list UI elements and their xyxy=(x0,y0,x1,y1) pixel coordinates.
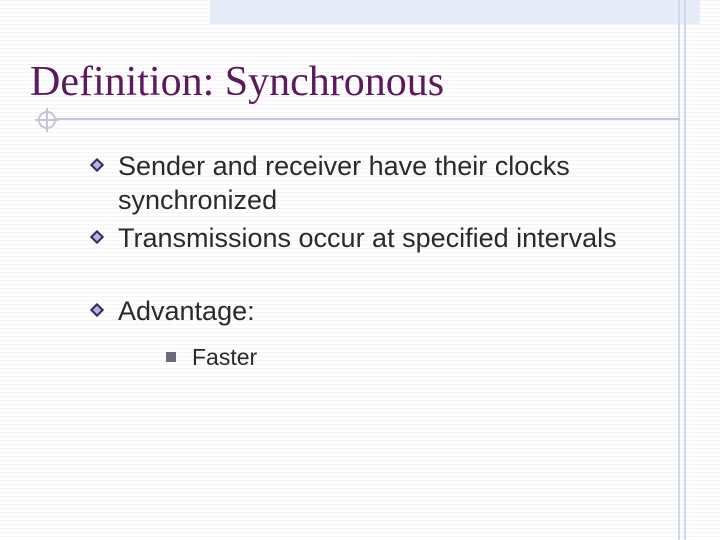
title-underline-ornament xyxy=(38,111,56,129)
title-underline xyxy=(50,118,680,120)
bullet-item: Transmissions occur at specified interva… xyxy=(90,222,650,256)
right-accent-line xyxy=(678,0,680,540)
slide-title: Definition: Synchronous xyxy=(30,58,444,106)
right-accent-line-2 xyxy=(684,0,686,540)
diamond-bullet-icon xyxy=(90,230,104,244)
top-band-decoration xyxy=(210,0,700,24)
diamond-bullet-icon xyxy=(90,158,104,172)
bullet-text: Advantage: xyxy=(118,296,255,326)
sub-bullet-item: Faster xyxy=(166,343,650,372)
sub-bullet-text: Faster xyxy=(192,344,257,370)
square-bullet-icon xyxy=(166,352,176,362)
slide-body: Sender and receiver have their clocks sy… xyxy=(90,150,650,376)
slide: Definition: Synchronous Sender and recei… xyxy=(0,0,720,540)
bullet-item: Advantage: Faster xyxy=(90,295,650,372)
bullet-text: Transmissions occur at specified interva… xyxy=(118,223,617,253)
bullet-item: Sender and receiver have their clocks sy… xyxy=(90,150,650,218)
diamond-bullet-icon xyxy=(90,303,104,317)
bullet-text: Sender and receiver have their clocks sy… xyxy=(118,151,570,215)
